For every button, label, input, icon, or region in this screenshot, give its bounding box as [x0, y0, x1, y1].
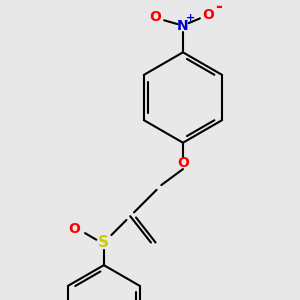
Text: O: O — [202, 8, 214, 22]
Text: -: - — [215, 0, 222, 16]
Text: O: O — [177, 156, 189, 170]
Text: +: + — [186, 14, 195, 23]
Text: S: S — [98, 235, 110, 250]
Text: N: N — [177, 19, 189, 33]
Text: O: O — [69, 222, 81, 236]
Text: O: O — [150, 10, 162, 23]
